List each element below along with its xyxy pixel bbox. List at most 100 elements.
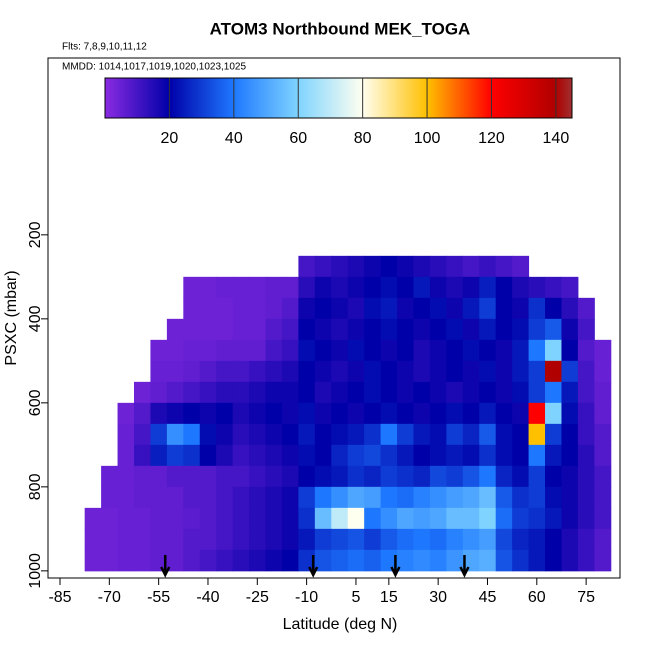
- heat-cell: [545, 465, 562, 488]
- heat-cell: [545, 381, 562, 404]
- heat-cell: [380, 255, 398, 278]
- heat-cell: [216, 549, 234, 572]
- heat-cell: [249, 297, 267, 320]
- heat-cell: [265, 402, 283, 425]
- heat-cell: [281, 297, 299, 320]
- heat-cell: [314, 297, 332, 320]
- heat-cell: [249, 486, 267, 509]
- heat-cell: [380, 276, 398, 299]
- heat-cell: [545, 444, 562, 467]
- heat-cell: [594, 465, 612, 488]
- heat-cell: [199, 444, 217, 467]
- heat-cell: [577, 507, 595, 530]
- heat-cell: [347, 297, 365, 320]
- heat-cell: [479, 549, 497, 572]
- heat-cell: [512, 297, 530, 320]
- y-tick-label: 1000: [27, 553, 44, 589]
- heat-cell: [199, 528, 217, 551]
- heat-cell: [117, 465, 135, 488]
- heat-cell: [249, 381, 267, 404]
- heat-cell: [298, 360, 316, 383]
- colorbar-tick-label: 100: [414, 130, 441, 147]
- heat-cell: [281, 402, 299, 425]
- heat-cell: [528, 276, 546, 299]
- heat-cell: [347, 381, 365, 404]
- heat-cell: [347, 402, 365, 425]
- heat-cell: [232, 318, 250, 341]
- heat-cell: [232, 360, 250, 383]
- heat-cell: [364, 255, 382, 278]
- heat-cell: [265, 486, 283, 509]
- heat-cell: [183, 507, 201, 530]
- heat-cell: [183, 381, 201, 404]
- heat-cell: [495, 339, 513, 362]
- heat-cell: [380, 444, 398, 467]
- heat-cell: [512, 528, 530, 551]
- colorbar-tick-label: 80: [354, 130, 372, 147]
- heat-cell: [150, 381, 168, 404]
- heat-cell: [166, 402, 184, 425]
- heat-cell: [397, 297, 414, 320]
- heat-cell: [364, 465, 382, 488]
- heat-cell: [298, 276, 316, 299]
- heat-cell: [413, 255, 431, 278]
- heat-cell: [331, 465, 349, 488]
- heat-cell: [364, 486, 382, 509]
- heat-cell: [397, 549, 414, 572]
- heat-cell: [101, 549, 119, 572]
- heat-cell: [495, 486, 513, 509]
- x-tick-label: -40: [196, 589, 219, 606]
- heat-cell: [314, 276, 332, 299]
- heat-cell: [249, 423, 267, 446]
- heat-cell: [397, 339, 414, 362]
- heat-cell: [314, 381, 332, 404]
- heat-cell: [479, 255, 497, 278]
- heat-cell: [495, 360, 513, 383]
- heat-cell: [479, 486, 497, 509]
- heat-cell: [413, 444, 431, 467]
- heat-cell: [216, 360, 234, 383]
- heat-cell: [216, 528, 234, 551]
- heat-cell: [577, 528, 595, 551]
- heat-cell: [347, 444, 365, 467]
- heat-cell: [479, 360, 497, 383]
- heat-cell: [84, 528, 102, 551]
- heat-cell: [479, 528, 497, 551]
- heat-cell: [462, 465, 480, 488]
- heat-cell: [314, 549, 332, 572]
- heat-cell: [446, 276, 464, 299]
- heat-cell: [577, 465, 595, 488]
- heat-cell: [429, 276, 447, 299]
- heat-cell: [380, 507, 398, 530]
- x-tick-label: 15: [380, 589, 398, 606]
- heat-cell: [166, 507, 184, 530]
- heat-cell: [183, 486, 201, 509]
- heat-cell: [281, 486, 299, 509]
- heat-cell: [150, 465, 168, 488]
- heat-cell: [495, 549, 513, 572]
- heat-cell: [150, 507, 168, 530]
- heat-cell: [232, 465, 250, 488]
- heat-cell: [265, 339, 283, 362]
- heat-cell: [561, 549, 579, 572]
- heat-cell: [199, 423, 217, 446]
- heat-cell: [199, 360, 217, 383]
- heat-cell: [545, 528, 562, 551]
- heat-cell: [594, 402, 612, 425]
- heat-cell: [380, 402, 398, 425]
- heat-cell: [380, 549, 398, 572]
- heat-cell: [347, 255, 365, 278]
- heat-cell: [577, 381, 595, 404]
- heat-cell: [166, 465, 184, 488]
- heat-cell: [594, 549, 612, 572]
- heat-cell: [561, 402, 579, 425]
- heat-cell: [577, 444, 595, 467]
- heat-cell: [298, 423, 316, 446]
- heat-cell: [512, 402, 530, 425]
- heat-cell: [594, 360, 612, 383]
- heat-cell: [495, 381, 513, 404]
- heat-cell: [561, 465, 579, 488]
- heat-cell: [265, 528, 283, 551]
- plot-frame: [47, 57, 621, 579]
- heat-cell: [298, 507, 316, 530]
